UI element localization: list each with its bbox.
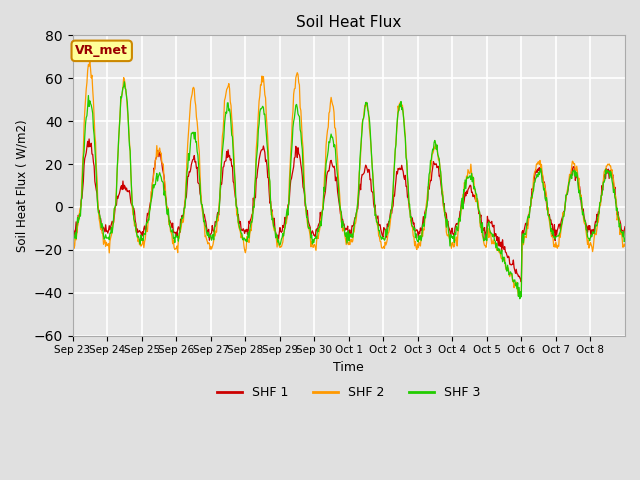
X-axis label: Time: Time (333, 361, 364, 374)
SHF 1 (284, 202, 292, 208)
SHF 3 (406, 215, 414, 220)
SHF 1 (236, 221, 243, 227)
SHF 2 (134, 239, 142, 244)
SHF 3 (438, 178, 445, 183)
SHF 3 (263, 141, 271, 146)
SHF 1 (68, 233, 76, 239)
SHF 3 (236, 225, 243, 231)
SHF 3 (284, 212, 292, 218)
SHF 2 (236, 227, 243, 233)
SHF 3 (516, 296, 524, 301)
Text: VR_met: VR_met (76, 44, 128, 57)
SHF 2 (86, 57, 93, 63)
Title: Soil Heat Flux: Soil Heat Flux (296, 15, 401, 30)
Y-axis label: Soil Heat Flux ( W/m2): Soil Heat Flux ( W/m2) (15, 119, 28, 252)
Line: SHF 2: SHF 2 (72, 60, 625, 296)
SHF 1 (85, 136, 93, 142)
SHF 3 (134, 233, 142, 239)
SHF 1 (406, 208, 414, 214)
SHF 2 (621, 243, 629, 249)
SHF 1 (438, 184, 445, 190)
SHF 2 (438, 179, 445, 185)
SHF 2 (406, 214, 414, 219)
SHF 2 (284, 209, 292, 215)
SHF 1 (134, 229, 142, 235)
SHF 1 (517, 279, 525, 285)
SHF 1 (263, 163, 271, 169)
SHF 2 (68, 240, 76, 245)
Line: SHF 1: SHF 1 (72, 139, 625, 282)
Legend: SHF 1, SHF 2, SHF 3: SHF 1, SHF 2, SHF 3 (212, 382, 486, 405)
Line: SHF 3: SHF 3 (72, 82, 625, 299)
SHF 3 (621, 236, 629, 241)
SHF 2 (263, 123, 271, 129)
SHF 1 (621, 224, 629, 229)
SHF 2 (517, 293, 525, 299)
SHF 3 (68, 240, 76, 245)
SHF 3 (120, 79, 128, 84)
